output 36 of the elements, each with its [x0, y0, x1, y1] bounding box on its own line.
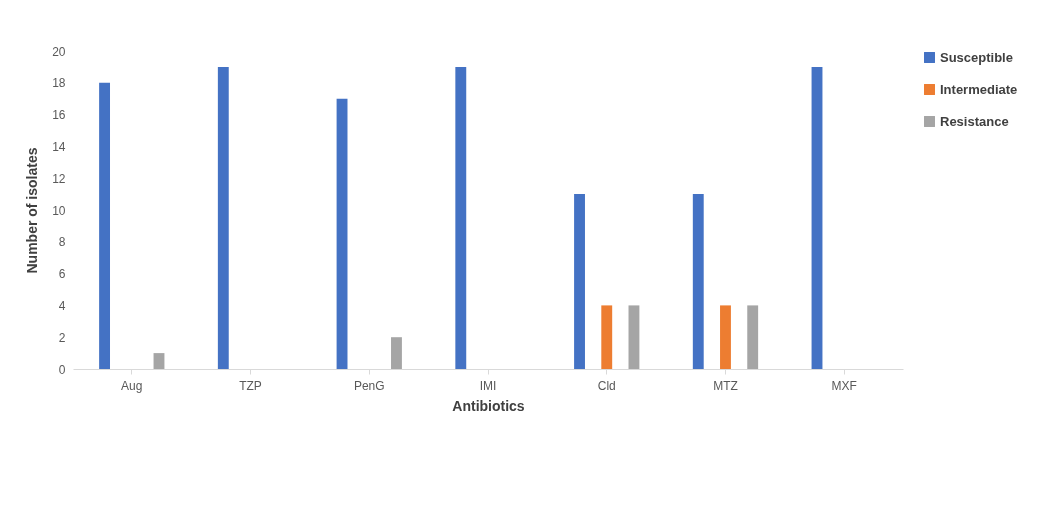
- legend-label: Intermediate: [940, 81, 1018, 97]
- x-tick-label: MXF: [831, 378, 857, 393]
- bar: [811, 66, 823, 369]
- x-tick-label: PenG: [353, 378, 385, 393]
- y-tick-label: 0: [58, 362, 66, 377]
- x-tick-label: Aug: [121, 378, 143, 393]
- bar: [153, 353, 165, 369]
- y-tick-label: 8: [58, 235, 66, 250]
- legend-label: Resistance: [940, 113, 1009, 129]
- y-tick-label: 12: [52, 171, 66, 186]
- bar: [336, 98, 348, 369]
- y-tick-label: 18: [52, 76, 66, 91]
- y-axis-title: Number of isolates: [24, 147, 41, 274]
- bar: [720, 305, 731, 369]
- x-tick-label: Cld: [597, 378, 616, 393]
- bar: [574, 194, 585, 369]
- x-tick-label: IMI: [479, 378, 497, 393]
- x-tick-label: TZP: [239, 378, 262, 393]
- y-tick-label: 16: [52, 108, 66, 123]
- bar: [455, 66, 467, 369]
- legend-label: Susceptible: [940, 49, 1013, 65]
- x-tick-label: MTZ: [713, 378, 738, 393]
- y-tick-label: 14: [52, 139, 66, 154]
- y-tick-label: 6: [58, 267, 66, 282]
- x-axis-title: Antibiotics: [452, 397, 525, 414]
- bar: [747, 305, 759, 369]
- bar: [601, 305, 613, 369]
- bar: [692, 194, 704, 369]
- y-tick-label: 4: [58, 298, 66, 313]
- bar: [628, 305, 640, 369]
- y-tick-label: 2: [58, 330, 66, 345]
- y-tick-label: 20: [52, 44, 66, 59]
- bar: [99, 82, 111, 369]
- y-tick-label: 10: [52, 203, 66, 218]
- bar: [217, 66, 229, 369]
- bar: [391, 337, 402, 369]
